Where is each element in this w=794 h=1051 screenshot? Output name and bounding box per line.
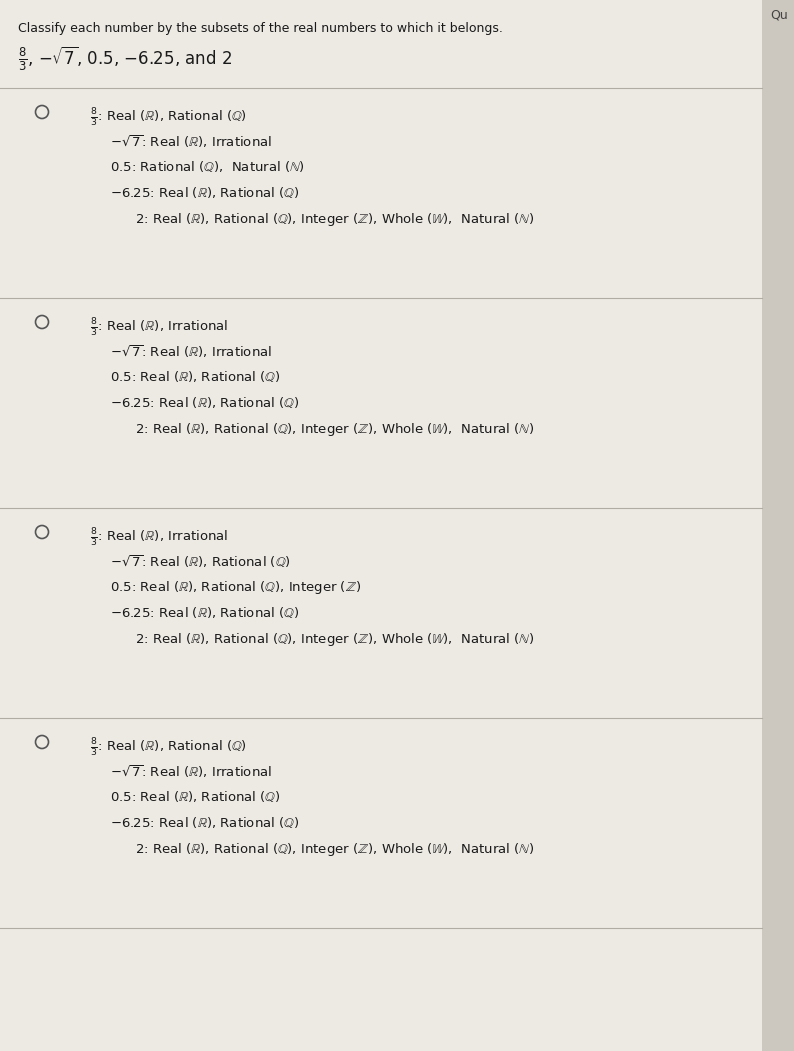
Text: Classify each number by the subsets of the real numbers to which it belongs.: Classify each number by the subsets of t… <box>18 22 503 35</box>
Text: $2$: Real ($\mathbb{R}$), Rational ($\mathbb{Q}$), Integer ($\mathbb{Z}$), Whole: $2$: Real ($\mathbb{R}$), Rational ($\ma… <box>135 631 534 648</box>
Text: $2$: Real ($\mathbb{R}$), Rational ($\mathbb{Q}$), Integer ($\mathbb{Z}$), Whole: $2$: Real ($\mathbb{R}$), Rational ($\ma… <box>135 841 534 858</box>
Text: $-6.25$: Real ($\mathbb{R}$), Rational ($\mathbb{Q}$): $-6.25$: Real ($\mathbb{R}$), Rational (… <box>110 185 299 200</box>
Text: $-6.25$: Real ($\mathbb{R}$), Rational ($\mathbb{Q}$): $-6.25$: Real ($\mathbb{R}$), Rational (… <box>110 605 299 620</box>
Text: $2$: Real ($\mathbb{R}$), Rational ($\mathbb{Q}$), Integer ($\mathbb{Z}$), Whole: $2$: Real ($\mathbb{R}$), Rational ($\ma… <box>135 421 534 438</box>
Text: $0.5$: Real ($\mathbb{R}$), Rational ($\mathbb{Q}$): $0.5$: Real ($\mathbb{R}$), Rational ($\… <box>110 369 280 384</box>
Text: $2$: Real ($\mathbb{R}$), Rational ($\mathbb{Q}$), Integer ($\mathbb{Z}$), Whole: $2$: Real ($\mathbb{R}$), Rational ($\ma… <box>135 211 534 228</box>
Text: $\frac{8}{3}$: Real ($\mathbb{R}$), Irrational: $\frac{8}{3}$: Real ($\mathbb{R}$), Irra… <box>90 317 229 339</box>
Text: $\frac{8}{3}$, $-\sqrt{7}$, $0.5$, $-6.25$, and $2$: $\frac{8}{3}$, $-\sqrt{7}$, $0.5$, $-6.2… <box>18 44 232 73</box>
Text: $0.5$: Real ($\mathbb{R}$), Rational ($\mathbb{Q}$): $0.5$: Real ($\mathbb{R}$), Rational ($\… <box>110 789 280 804</box>
Text: $-6.25$: Real ($\mathbb{R}$), Rational ($\mathbb{Q}$): $-6.25$: Real ($\mathbb{R}$), Rational (… <box>110 395 299 410</box>
Text: $-\sqrt{7}$: Real ($\mathbb{R}$), Irrational: $-\sqrt{7}$: Real ($\mathbb{R}$), Irrati… <box>110 343 272 359</box>
Text: $0.5$: Rational ($\mathbb{Q}$),  Natural ($\mathbb{N}$): $0.5$: Rational ($\mathbb{Q}$), Natural … <box>110 159 305 174</box>
FancyBboxPatch shape <box>0 0 762 1051</box>
Text: $\frac{8}{3}$: Real ($\mathbb{R}$), Rational ($\mathbb{Q}$): $\frac{8}{3}$: Real ($\mathbb{R}$), Rati… <box>90 107 247 129</box>
Text: $-\sqrt{7}$: Real ($\mathbb{R}$), Rational ($\mathbb{Q}$): $-\sqrt{7}$: Real ($\mathbb{R}$), Ration… <box>110 553 291 570</box>
Text: $-6.25$: Real ($\mathbb{R}$), Rational ($\mathbb{Q}$): $-6.25$: Real ($\mathbb{R}$), Rational (… <box>110 815 299 830</box>
Text: $\frac{8}{3}$: Real ($\mathbb{R}$), Irrational: $\frac{8}{3}$: Real ($\mathbb{R}$), Irra… <box>90 527 229 549</box>
Text: $-\sqrt{7}$: Real ($\mathbb{R}$), Irrational: $-\sqrt{7}$: Real ($\mathbb{R}$), Irrati… <box>110 133 272 150</box>
Text: Qu: Qu <box>770 8 788 21</box>
Text: $\frac{8}{3}$: Real ($\mathbb{R}$), Rational ($\mathbb{Q}$): $\frac{8}{3}$: Real ($\mathbb{R}$), Rati… <box>90 737 247 759</box>
Text: $-\sqrt{7}$: Real ($\mathbb{R}$), Irrational: $-\sqrt{7}$: Real ($\mathbb{R}$), Irrati… <box>110 763 272 780</box>
Text: $0.5$: Real ($\mathbb{R}$), Rational ($\mathbb{Q}$), Integer ($\mathbb{Z}$): $0.5$: Real ($\mathbb{R}$), Rational ($\… <box>110 579 361 596</box>
